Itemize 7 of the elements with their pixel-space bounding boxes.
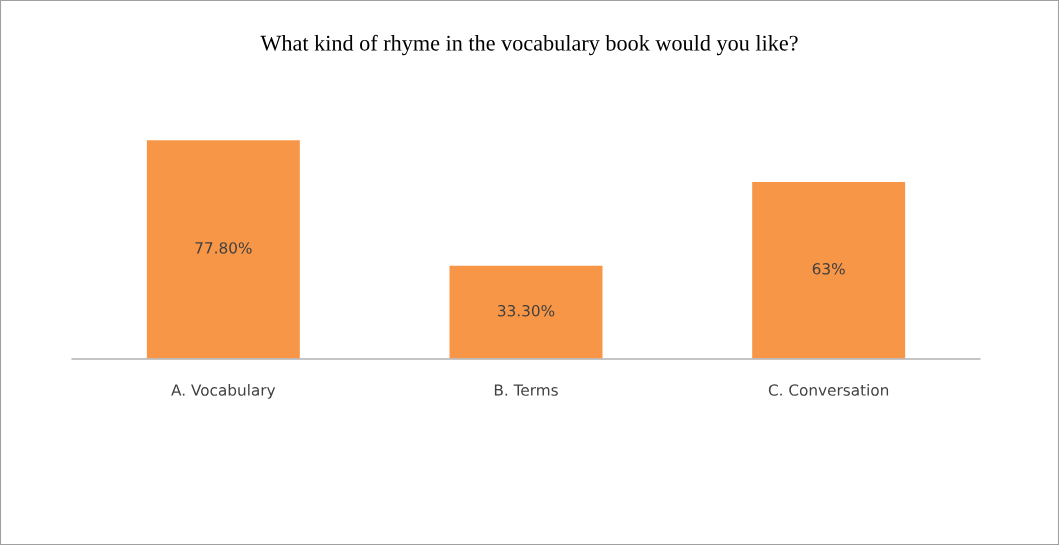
x-tick-label: C. Conversation	[768, 384, 889, 396]
data-label: 63%	[812, 263, 845, 275]
chart-title: What kind of rhyme in the vocabulary book would you like?	[260, 34, 798, 56]
data-label: 33.30%	[498, 304, 555, 317]
x-tick-label: A. Vocabulary	[171, 384, 276, 399]
data-label: 77.80%	[195, 242, 252, 254]
x-tick-label: B. Terms	[494, 384, 558, 396]
